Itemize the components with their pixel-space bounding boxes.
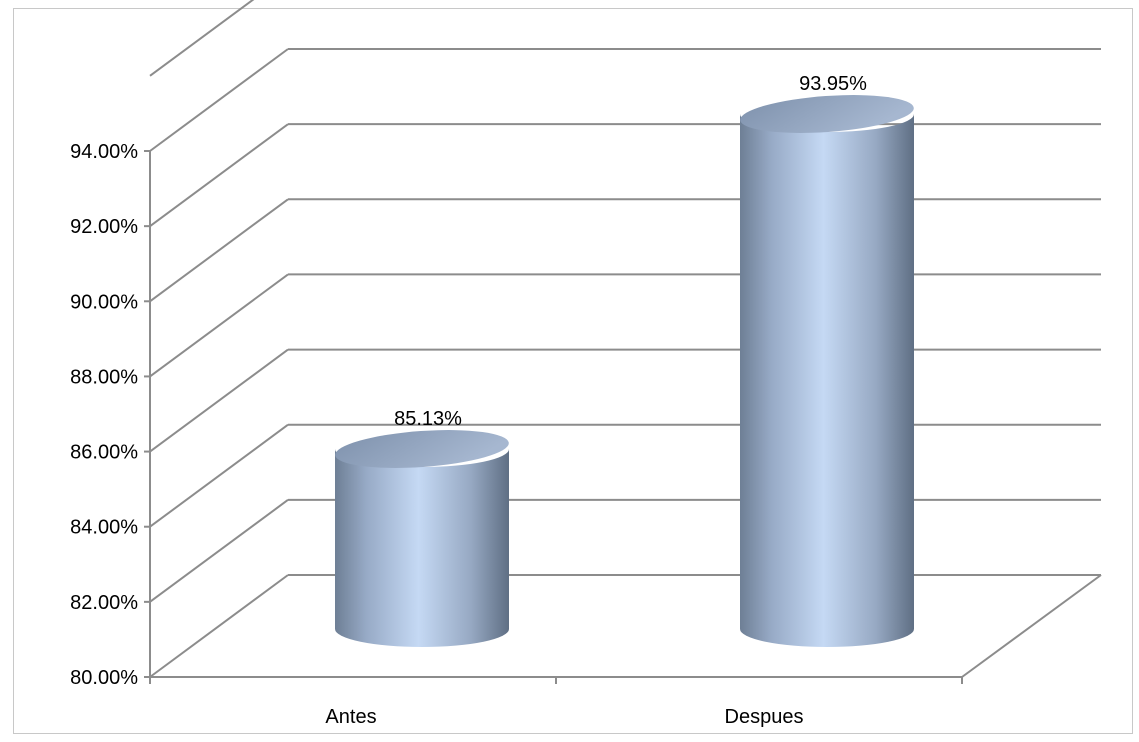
data-label: 93.95% bbox=[799, 73, 867, 95]
y-tick-label: 84.00% bbox=[70, 517, 138, 539]
gridline-side bbox=[149, 348, 289, 453]
y-tick-label: 88.00% bbox=[70, 366, 138, 388]
gridline-side bbox=[149, 423, 289, 528]
data-label: 85.13% bbox=[394, 408, 462, 430]
y-tick-label: 86.00% bbox=[70, 442, 138, 464]
x-category-label: Antes bbox=[325, 706, 376, 728]
bars bbox=[335, 95, 914, 647]
y-tick-label: 82.00% bbox=[70, 592, 138, 614]
y-tick-label: 92.00% bbox=[70, 216, 138, 238]
gridline-side bbox=[149, 499, 289, 603]
cylinder-body bbox=[335, 449, 509, 647]
y-tick-label: 90.00% bbox=[70, 291, 138, 313]
chart-frame bbox=[13, 8, 1133, 734]
cylinder-top bbox=[740, 95, 914, 133]
gridlines bbox=[149, 0, 1102, 678]
y-tick-label: 80.00% bbox=[70, 667, 138, 689]
x-category-label: Despues bbox=[725, 706, 804, 728]
floor-right-edge bbox=[961, 574, 1102, 678]
cylinder-top bbox=[335, 430, 509, 468]
gridline-side bbox=[149, 48, 289, 152]
gridline-side bbox=[149, 123, 289, 227]
bar-antes bbox=[335, 430, 509, 647]
gridline-side bbox=[149, 574, 289, 678]
axes bbox=[144, 150, 963, 684]
labels: 80.00% 82.00% 84.00% 86.00% 88.00% 90.00% 92.0… bbox=[70, 73, 867, 728]
cylinder-body bbox=[740, 114, 914, 647]
gridline-side bbox=[149, 0, 255, 77]
gridline-side bbox=[149, 273, 289, 378]
gridline-side bbox=[149, 198, 289, 303]
y-tick-label: 94.00% bbox=[70, 141, 138, 163]
bar-despues bbox=[740, 95, 914, 647]
